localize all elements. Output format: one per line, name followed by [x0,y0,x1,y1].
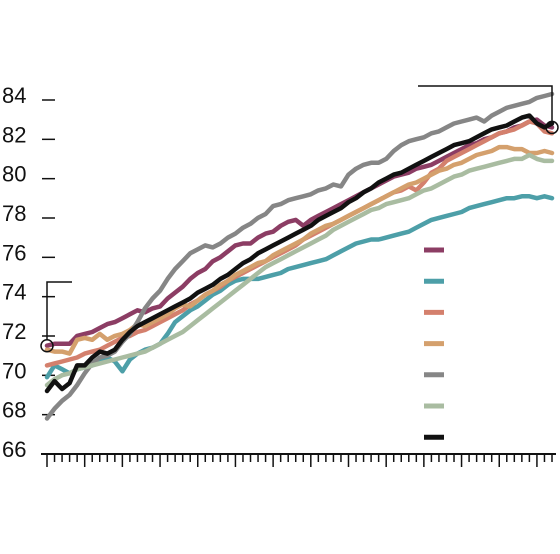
y-tick-label: 74 [2,280,26,305]
y-tick-label: 84 [2,83,26,108]
y-tick-label: 82 [2,122,26,147]
series-line-6 [44,152,555,388]
series-line-2 [44,194,555,380]
series-layer [44,91,555,421]
series-line-7 [44,113,555,394]
y-axis: 66 68 70 72 74 76 78 80 82 84 [2,83,55,462]
start-marker-circle [40,338,54,353]
y-tick-label: 68 [2,398,26,423]
y-tick-label: 72 [2,319,26,344]
end-callout-line [418,85,553,122]
end-marker-circle [545,120,559,135]
y-tick-label: 70 [2,358,26,383]
legend [424,247,444,440]
y-tick-label: 78 [2,201,26,226]
series-line-1 [44,117,555,348]
y-tick-label: 80 [2,162,26,187]
x-axis [41,453,556,467]
start-callout-line [46,281,72,340]
y-tick-label: 66 [2,437,26,462]
y-tick-label: 76 [2,240,26,265]
callouts [40,85,559,353]
